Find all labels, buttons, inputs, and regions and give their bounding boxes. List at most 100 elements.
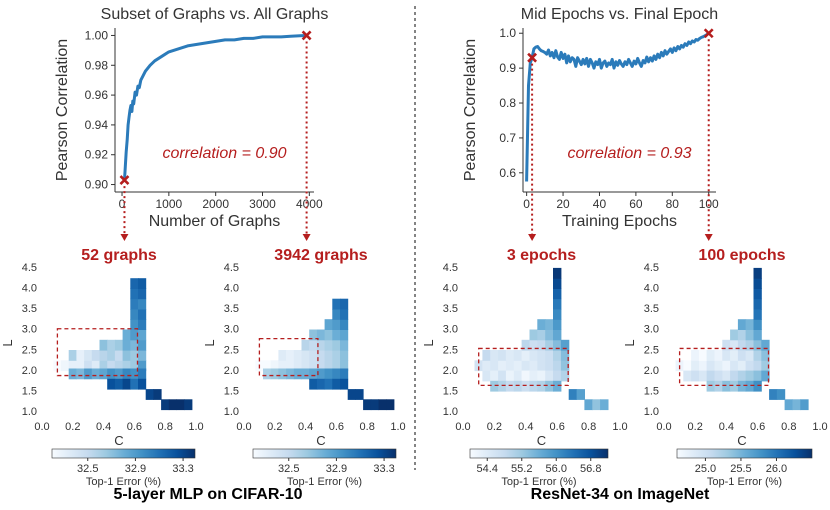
- heatmap-cell: [505, 380, 515, 392]
- heatmap-cell: [498, 360, 507, 372]
- heatmap-cell: [91, 368, 100, 380]
- heatmap-cell: [529, 370, 538, 382]
- colorbar-tick-label: 56.8: [580, 463, 601, 475]
- heatmap-cell: [730, 370, 739, 382]
- heatmap-cell: [168, 399, 177, 411]
- x-axis-label: C: [537, 433, 546, 448]
- colorbar-tick-label: 25.0: [695, 463, 716, 475]
- heatmap-cell: [130, 298, 139, 310]
- heatmap-cell: [537, 370, 546, 382]
- y-tick-label: 0.8: [499, 96, 516, 110]
- heatmap-cell: [722, 339, 731, 351]
- y-tick-label: 2.5: [22, 344, 37, 356]
- colorbar-tick-label: 54.4: [477, 463, 498, 475]
- colorbar: [51, 448, 196, 459]
- heatmap-cell: [714, 380, 723, 392]
- heatmap-cell: [122, 350, 131, 361]
- y-tick-label: 1.00: [85, 28, 109, 42]
- heatmap-cell: [537, 339, 546, 351]
- heatmap-cell: [730, 350, 739, 361]
- heatmap-title: 52 graphs: [81, 247, 157, 264]
- heatmap-cell: [107, 378, 116, 390]
- heatmap-cell: [84, 350, 93, 361]
- x-tick-label: 100: [699, 197, 719, 211]
- heatmap-cell: [553, 298, 562, 310]
- y-tick-label: 1.5: [443, 385, 458, 397]
- colorbar-tick-label: 32.5: [278, 463, 299, 475]
- y-tick-label: 2.0: [224, 365, 239, 377]
- heatmap-cell: [753, 298, 762, 310]
- heatmap-cell: [340, 368, 349, 380]
- heatmap-cell: [138, 309, 147, 320]
- heatmap-cell: [130, 329, 139, 341]
- heatmap-cell: [114, 350, 124, 361]
- x-tick-label: 0.6: [750, 421, 765, 433]
- heatmap-cell: [560, 350, 570, 361]
- heatmap-cell: [600, 399, 609, 411]
- x-tick-label: 0: [523, 197, 530, 211]
- y-tick-label: 3.5: [224, 303, 239, 315]
- heatmap-cell: [145, 389, 154, 400]
- x-tick-label: 0.8: [781, 421, 796, 433]
- heatmap-cell: [176, 399, 185, 411]
- heatmap-cell: [537, 380, 546, 392]
- heatmap-cell: [529, 350, 538, 361]
- heatmap-cell: [76, 360, 85, 372]
- heatmap-cell: [355, 389, 364, 400]
- y-tick-label: 4.5: [644, 262, 659, 274]
- y-tick-label: 0.94: [85, 118, 109, 132]
- y-tick-label: 4.5: [22, 262, 37, 274]
- heatmap-cell: [490, 360, 499, 372]
- heatmap-cell: [745, 329, 754, 341]
- heatmap-cell: [545, 380, 554, 392]
- heatmap-cell: [560, 360, 570, 372]
- heatmap-cell: [340, 339, 349, 351]
- y-tick-label: 1.5: [644, 385, 659, 397]
- heatmap-cell: [286, 350, 295, 361]
- heatmap-cell: [753, 267, 762, 279]
- heatmap-cell: [753, 339, 762, 351]
- heatmap-cell: [737, 319, 747, 330]
- heatmap-cell: [553, 350, 562, 361]
- heatmap-cell: [545, 339, 554, 351]
- heatmap-cell: [498, 370, 507, 382]
- heatmap-cell: [278, 368, 287, 380]
- x-marker: [527, 52, 538, 63]
- heatmap-cell: [753, 329, 762, 341]
- x-tick-label: 0.8: [360, 421, 375, 433]
- heatmap-cell: [99, 360, 108, 372]
- y-tick-label: 4.0: [22, 283, 37, 295]
- heatmap-cell: [99, 350, 108, 361]
- heatmap-cell: [706, 350, 715, 361]
- heatmap-cell: [309, 339, 318, 351]
- heatmap-cell: [340, 329, 349, 341]
- heatmap-cell: [761, 339, 770, 351]
- heatmap-cell: [521, 339, 530, 351]
- heatmap-cell: [482, 370, 491, 382]
- heatmap-cell: [340, 309, 349, 320]
- y-tick-label: 4.0: [224, 283, 239, 295]
- heatmap-cell: [114, 368, 124, 380]
- caption-right: ResNet-34 on ImageNet: [531, 486, 710, 503]
- heatmap-cell: [286, 368, 295, 380]
- heatmap-cell: [722, 380, 731, 392]
- heatmap-cell: [584, 399, 593, 411]
- heatmap-cell: [270, 368, 279, 380]
- heatmap-cell: [753, 380, 762, 392]
- y-axis-label: L: [0, 339, 15, 346]
- heatmap-cell: [114, 339, 124, 351]
- heatmap-cell: [753, 278, 762, 289]
- heatmap-cell: [745, 370, 754, 382]
- colorbar-tick-label: 55.2: [511, 463, 532, 475]
- heatmap-cell: [784, 399, 793, 411]
- highlight-box: [678, 347, 770, 387]
- line-chart-1: Mid Epochs vs. Final Epoch Training Epoch…: [462, 6, 719, 241]
- heatmap-cell: [263, 368, 272, 380]
- x-tick-label: 0.4: [96, 421, 111, 433]
- heatmap-cell: [270, 360, 279, 372]
- heatmap-cell: [68, 350, 77, 361]
- heatmap-cell: [706, 360, 715, 372]
- heatmap-cell: [553, 360, 562, 372]
- heatmap-cell: [714, 360, 723, 372]
- colorbar: [676, 448, 813, 459]
